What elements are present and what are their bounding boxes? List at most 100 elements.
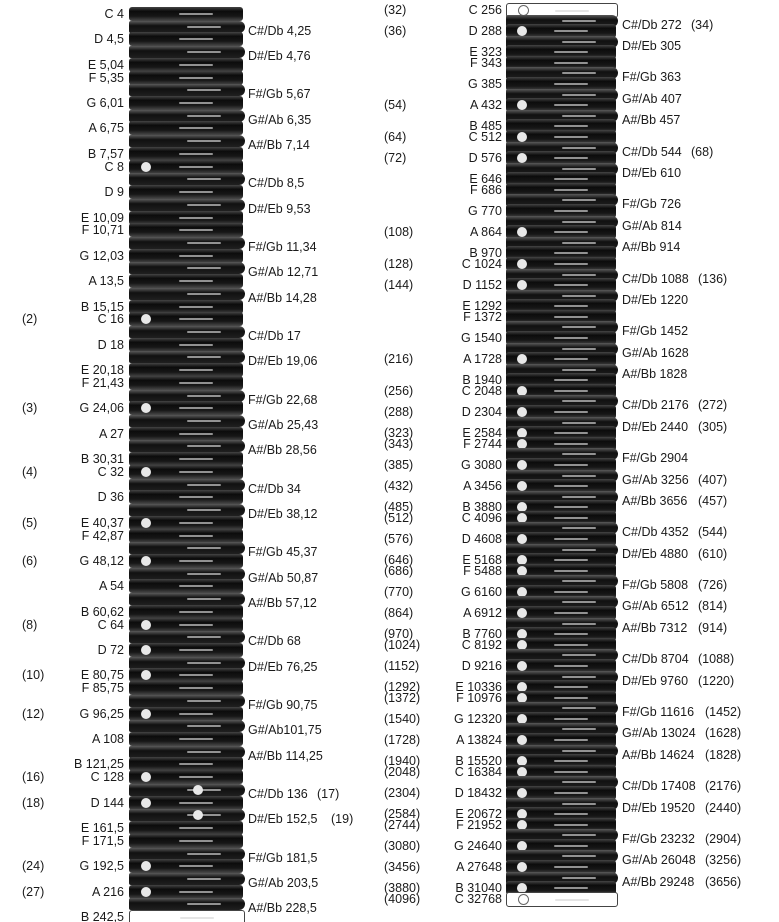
sharp-key bbox=[129, 173, 245, 186]
key-highlight bbox=[187, 114, 221, 117]
harmonic-number: (970) bbox=[384, 627, 414, 642]
natural-key bbox=[506, 55, 616, 70]
note-label: E 161,5 bbox=[80, 821, 124, 836]
note-label: B 31040 bbox=[455, 881, 502, 896]
note-label: E 5168 bbox=[462, 553, 502, 568]
sharp-key bbox=[129, 567, 245, 580]
harmonic-number: (288) bbox=[384, 405, 414, 420]
note-label: E 20,18 bbox=[80, 363, 124, 378]
key-highlight bbox=[562, 347, 596, 350]
natural-key bbox=[506, 24, 616, 39]
sharp-key bbox=[129, 415, 245, 428]
note-label: D 144 bbox=[90, 795, 124, 810]
key-highlight bbox=[562, 527, 596, 530]
note-label: F 85,75 bbox=[81, 681, 124, 696]
note-label: F 1372 bbox=[463, 309, 502, 324]
key-highlight bbox=[187, 598, 221, 601]
overtone-marker bbox=[517, 735, 527, 746]
note-label: B 60,62 bbox=[80, 604, 124, 619]
key-highlight bbox=[179, 610, 213, 613]
harmonic-number: (1540) bbox=[384, 711, 421, 726]
key-highlight bbox=[187, 203, 221, 206]
key-highlight bbox=[554, 559, 588, 562]
sharp-key bbox=[506, 490, 618, 503]
key-highlight bbox=[562, 421, 596, 424]
natural-key bbox=[506, 182, 616, 197]
key-highlight bbox=[179, 127, 213, 130]
sharp-key bbox=[506, 67, 618, 80]
sharp-note-label: F#/Gb 5,67 bbox=[248, 87, 311, 102]
sharp-key bbox=[506, 14, 618, 27]
harmonic-number: (144) bbox=[384, 278, 414, 293]
key-highlight bbox=[562, 654, 596, 657]
sharp-note-label: G#/Ab 407 bbox=[622, 91, 682, 106]
natural-key bbox=[506, 405, 616, 420]
key-highlight bbox=[179, 305, 213, 308]
overtone-marker bbox=[193, 810, 203, 821]
key-highlight bbox=[187, 140, 221, 143]
note-label: D 9 bbox=[104, 185, 124, 200]
sharp-note-label: D#/Eb 76,25 bbox=[248, 659, 318, 674]
key-highlight bbox=[554, 30, 588, 33]
harmonic-number: (3) bbox=[22, 401, 38, 416]
key-highlight bbox=[187, 89, 221, 92]
harmonic-number: (24) bbox=[22, 859, 45, 874]
sharp-key bbox=[506, 670, 618, 683]
key-highlight bbox=[554, 305, 588, 308]
natural-key bbox=[506, 891, 618, 907]
natural-key bbox=[129, 312, 243, 327]
natural-key bbox=[129, 375, 243, 390]
natural-key bbox=[129, 70, 243, 85]
sharp-key bbox=[129, 389, 245, 402]
overtone-marker bbox=[517, 153, 527, 164]
note-label: C 32768 bbox=[454, 891, 502, 906]
sharp-note-label: F#/Gb 5808 bbox=[622, 578, 689, 593]
harmonic-number: (544) bbox=[698, 525, 728, 540]
key-highlight bbox=[562, 453, 596, 456]
sharp-note-label: F#/Gb 181,5 bbox=[248, 850, 318, 865]
note-label: C 512 bbox=[468, 129, 502, 144]
overtone-marker bbox=[517, 682, 527, 693]
note-label: A 27 bbox=[98, 426, 124, 441]
key-highlight bbox=[179, 839, 213, 842]
sharp-note-label: C#/Db 136 bbox=[248, 786, 308, 801]
note-label: A 6912 bbox=[463, 606, 502, 621]
harmonic-number: (3656) bbox=[705, 874, 742, 889]
sharp-note-label: G#/Ab 1628 bbox=[622, 345, 689, 360]
natural-key bbox=[506, 563, 616, 578]
note-label: D 18 bbox=[97, 337, 124, 352]
overtone-marker bbox=[517, 512, 527, 523]
harmonic-number: (646) bbox=[384, 553, 414, 568]
key-highlight bbox=[554, 739, 588, 742]
key-highlight bbox=[179, 776, 213, 779]
overtone-marker bbox=[517, 629, 527, 640]
natural-key bbox=[129, 299, 243, 314]
harmonic-number: (272) bbox=[698, 398, 728, 413]
sharp-note-label: C#/Db 17408 bbox=[622, 779, 696, 794]
note-label: B 15520 bbox=[455, 754, 502, 769]
harmonic-number: (5) bbox=[22, 515, 38, 530]
natural-key bbox=[506, 606, 616, 621]
note-label: A 864 bbox=[470, 225, 502, 240]
natural-key bbox=[506, 98, 616, 113]
key-highlight bbox=[554, 612, 588, 615]
note-label: G 6,01 bbox=[86, 96, 124, 111]
key-highlight bbox=[562, 146, 596, 149]
natural-key bbox=[506, 436, 616, 451]
key-highlight bbox=[562, 855, 596, 858]
key-highlight bbox=[179, 254, 213, 257]
key-highlight bbox=[179, 865, 213, 868]
sharp-note-label: C#/Db 68 bbox=[248, 634, 301, 649]
key-highlight bbox=[554, 770, 588, 773]
sharp-note-label: A#/Bb 57,12 bbox=[248, 596, 317, 611]
natural-key bbox=[506, 500, 616, 515]
harmonic-number: (256) bbox=[384, 383, 414, 398]
key-highlight bbox=[187, 572, 221, 575]
sharp-note-label: G#/Ab 25,43 bbox=[248, 418, 319, 433]
note-label: B 30,31 bbox=[80, 452, 124, 467]
key-highlight bbox=[562, 548, 596, 551]
key-highlight bbox=[179, 318, 213, 321]
note-label: C 4096 bbox=[461, 510, 502, 525]
natural-key bbox=[129, 401, 243, 416]
overtone-marker bbox=[517, 100, 527, 111]
